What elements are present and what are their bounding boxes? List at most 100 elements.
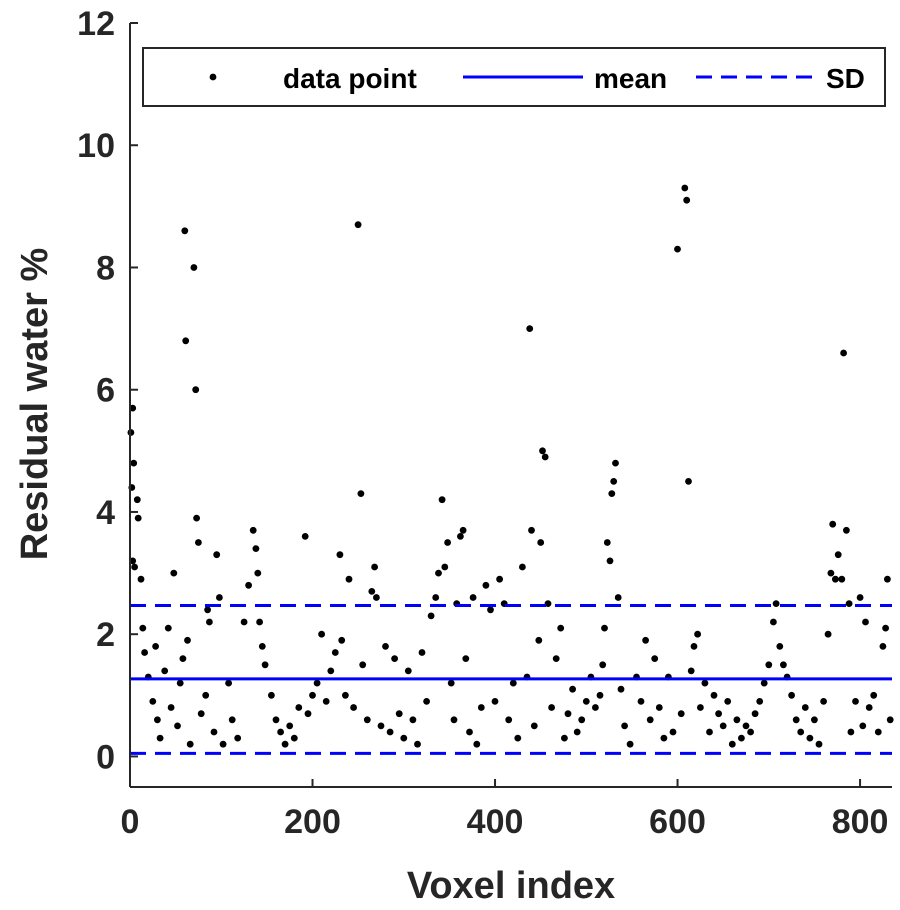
y-tick-label-2: 2 — [96, 616, 115, 654]
data-point-67 — [342, 691, 349, 699]
data-point-66 — [338, 636, 346, 644]
data-point-117 — [535, 636, 543, 644]
data-point-107 — [496, 575, 503, 583]
data-point-26 — [186, 740, 194, 748]
data-point-14 — [154, 716, 161, 724]
data-point-192 — [827, 569, 835, 577]
data-point-59 — [309, 691, 316, 699]
data-point-7 — [134, 514, 142, 522]
data-point-58 — [304, 710, 312, 718]
data-point-44 — [249, 526, 257, 534]
data-point-123 — [552, 655, 560, 662]
data-point-54 — [286, 722, 294, 730]
data-point-104 — [482, 581, 490, 589]
data-point-112 — [519, 563, 526, 571]
data-point-15 — [156, 734, 164, 742]
data-point-98 — [459, 526, 467, 534]
data-point-184 — [792, 716, 800, 724]
data-point-189 — [815, 740, 823, 748]
data-point-140 — [612, 459, 619, 467]
data-point-139 — [610, 478, 618, 485]
data-point-50 — [268, 691, 275, 699]
data-point-166 — [715, 710, 722, 718]
data-point-48 — [258, 643, 266, 650]
y-axis-label: Residual water % — [14, 248, 56, 561]
data-point-9 — [139, 624, 147, 632]
reference-lines — [130, 603, 892, 755]
data-point-2 — [130, 459, 138, 467]
data-point-196 — [838, 575, 846, 583]
data-point-102 — [473, 740, 481, 748]
data-point-187 — [806, 734, 814, 742]
data-point-95 — [450, 716, 458, 724]
x-axis-label: Voxel index — [407, 865, 615, 907]
data-point-148 — [646, 716, 654, 724]
data-point-31 — [197, 710, 205, 718]
x-tick-label-400: 400 — [467, 803, 524, 841]
legend: data point mean SD — [142, 47, 886, 107]
data-point-110 — [509, 679, 517, 687]
data-point-174 — [751, 710, 759, 718]
data-point-170 — [733, 716, 741, 724]
data-point-13 — [152, 643, 160, 650]
y-tick-label-0: 0 — [96, 738, 115, 776]
data-point-18 — [167, 704, 175, 711]
data-point-10 — [141, 649, 149, 656]
data-point-39 — [225, 679, 233, 687]
data-point-90 — [435, 569, 442, 577]
data-point-136 — [603, 539, 611, 546]
data-point-43 — [245, 581, 253, 589]
data-point-32 — [202, 691, 210, 699]
data-point-126 — [564, 710, 572, 718]
data-point-36 — [213, 551, 221, 559]
data-point-199 — [845, 600, 853, 607]
data-point-51 — [272, 716, 280, 724]
data-point-75 — [371, 563, 378, 571]
data-point-79 — [386, 728, 394, 736]
data-point-173 — [747, 728, 754, 736]
data-point-69 — [350, 704, 357, 711]
data-point-188 — [811, 716, 818, 724]
data-point-88 — [427, 612, 435, 620]
data-point-194 — [832, 575, 839, 583]
data-point-49 — [261, 661, 269, 669]
data-point-160 — [690, 643, 698, 650]
data-point-100 — [466, 728, 473, 736]
data-point-85 — [414, 740, 421, 748]
data-point-87 — [423, 698, 430, 705]
data-point-22 — [179, 655, 187, 662]
data-point-70 — [354, 221, 362, 229]
data-point-205 — [865, 704, 873, 711]
data-point-125 — [561, 734, 568, 742]
data-point-195 — [834, 551, 842, 559]
data-point-141 — [614, 594, 622, 601]
data-point-99 — [462, 655, 470, 662]
data-point-65 — [336, 551, 344, 559]
data-point-172 — [742, 722, 750, 730]
y-tick-label-12: 12 — [77, 5, 115, 43]
data-point-37 — [216, 594, 223, 601]
data-point-193 — [829, 520, 837, 528]
data-point-34 — [206, 618, 213, 626]
data-point-135 — [601, 624, 608, 632]
data-point-162 — [697, 704, 704, 711]
data-point-38 — [219, 740, 227, 748]
data-point-46 — [254, 569, 262, 577]
data-point-185 — [797, 728, 805, 736]
data-point-109 — [505, 716, 513, 724]
data-point-71 — [357, 490, 365, 497]
data-point-23 — [181, 227, 189, 235]
data-point-128 — [573, 728, 581, 736]
data-point-45 — [252, 545, 260, 552]
data-point-93 — [444, 539, 451, 546]
data-point-83 — [404, 667, 412, 675]
data-point-164 — [706, 728, 713, 736]
data-point-12 — [149, 698, 157, 705]
data-point-171 — [738, 734, 745, 742]
data-point-201 — [852, 698, 859, 705]
data-point-111 — [514, 734, 522, 742]
data-point-86 — [418, 649, 426, 656]
data-point-55 — [290, 734, 298, 742]
data-point-116 — [530, 722, 538, 730]
